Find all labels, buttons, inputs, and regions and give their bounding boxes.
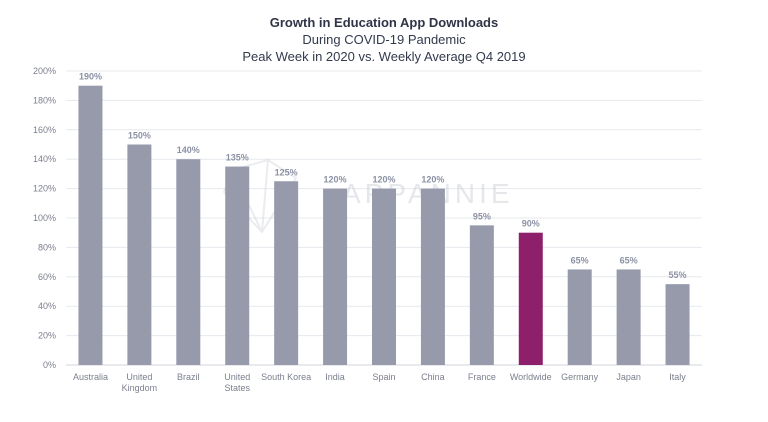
y-tick-label: 60% [38, 272, 56, 282]
y-axis: 0% 20% 40% 60% 80% 100% 120% 140% 160% 180% 200% [33, 66, 56, 370]
data-label: 120% [372, 175, 395, 185]
category-label: Kingdom [122, 383, 158, 393]
category-label: India [325, 372, 345, 382]
data-label: 125% [275, 167, 298, 177]
y-tick-label: 100% [33, 213, 56, 223]
bar [372, 188, 396, 365]
category-label: Italy [669, 372, 686, 382]
data-label: 190% [79, 72, 102, 82]
category-label: Spain [372, 372, 395, 382]
data-label: 95% [473, 211, 491, 221]
data-label: 135% [226, 153, 249, 163]
data-label: 55% [669, 270, 687, 280]
data-label: 65% [571, 255, 589, 265]
bar [665, 284, 690, 365]
chart-title: Growth in Education App Downloads [269, 15, 499, 30]
data-label: 140% [177, 145, 200, 155]
category-label: States [224, 383, 250, 393]
y-tick-label: 140% [33, 154, 56, 164]
data-labels: 190% 150% 140% 135% 125% 120% 120% 120% 95% 90% 65… [79, 72, 687, 280]
category-label: China [421, 372, 445, 382]
y-tick-label: 20% [38, 331, 56, 341]
category-label: Germany [561, 372, 599, 382]
bar [420, 188, 445, 365]
bar [616, 269, 641, 365]
y-tick-label: 200% [33, 66, 56, 76]
category-label: Japan [616, 372, 641, 382]
y-tick-label: 40% [38, 301, 56, 311]
bar [127, 144, 152, 365]
bar [274, 181, 299, 365]
bars [78, 85, 690, 365]
bar [176, 159, 201, 365]
chart-subtitle-line-1: During COVID-19 Pandemic [302, 32, 466, 47]
category-label: Brazil [177, 372, 200, 382]
category-label: United [126, 372, 152, 382]
watermark: APPANNIE [222, 158, 510, 234]
chart-subtitle-line-2: Peak Week in 2020 vs. Weekly Average Q4 … [242, 49, 526, 64]
data-label: 150% [128, 131, 151, 141]
data-label: 120% [324, 175, 347, 185]
bar [225, 166, 250, 365]
y-tick-label: 0% [43, 360, 56, 370]
category-label: Worldwide [510, 372, 552, 382]
bar [323, 188, 348, 365]
category-label: United [224, 372, 250, 382]
data-label: 90% [522, 219, 540, 229]
category-label: Australia [73, 372, 108, 382]
category-label: France [468, 372, 496, 382]
bar [518, 232, 543, 365]
bar [78, 85, 103, 365]
bar [469, 225, 494, 365]
y-tick-label: 180% [33, 95, 56, 105]
bar [567, 269, 592, 365]
data-label: 65% [620, 255, 638, 265]
chart-title-block: Growth in Education App Downloads During… [0, 14, 768, 65]
y-tick-label: 120% [33, 184, 56, 194]
data-label: 120% [421, 175, 444, 185]
category-label: South Korea [261, 372, 311, 382]
y-tick-label: 160% [33, 125, 56, 135]
y-tick-label: 80% [38, 242, 56, 252]
